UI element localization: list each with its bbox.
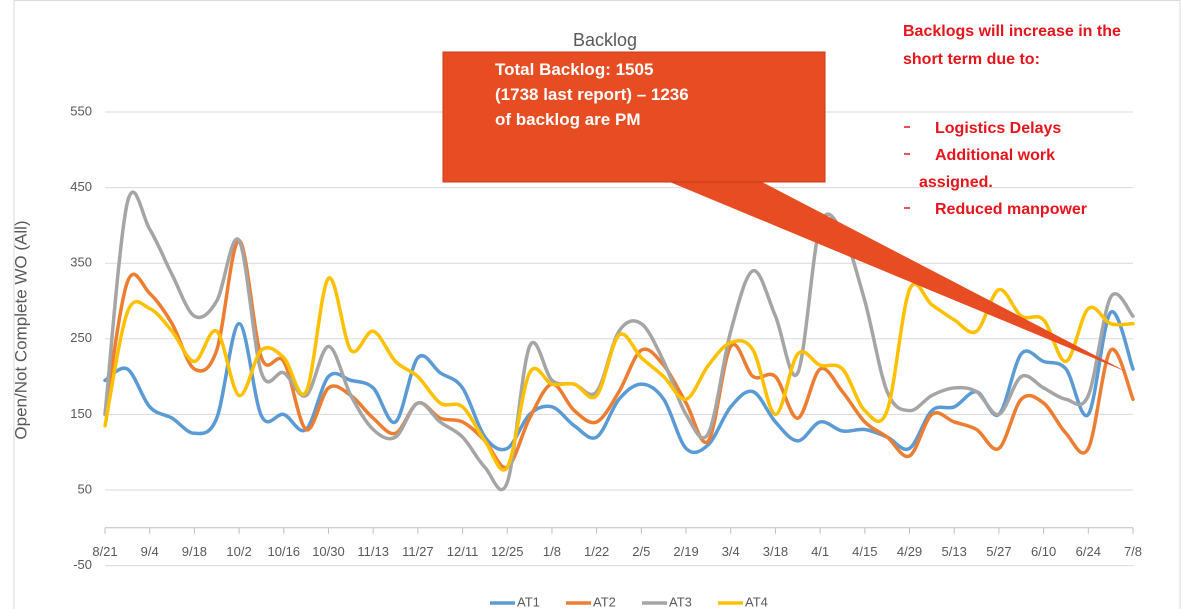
series-line bbox=[103, 238, 1135, 470]
callout-line: of backlog are PM bbox=[495, 110, 640, 129]
callout-pointer bbox=[665, 180, 1127, 372]
legend: AT1 AT2 AT3 AT4 bbox=[490, 594, 768, 609]
x-tick-label: 2/19 bbox=[673, 544, 698, 559]
x-tick-label: 3/18 bbox=[763, 544, 788, 559]
x-tick-label: 7/8 bbox=[1124, 544, 1142, 559]
plot-area: -50 50 150 250 350 450 550 8/21 9/4 9/18 10/2 10/16… bbox=[70, 103, 1142, 572]
series-line bbox=[103, 276, 1135, 472]
x-tick-label: 6/24 bbox=[1076, 544, 1101, 559]
legend-label: AT4 bbox=[745, 594, 768, 609]
x-tick-label: 12/25 bbox=[491, 544, 524, 559]
x-tick-label: 10/16 bbox=[268, 544, 301, 559]
note-item: Additional work bbox=[935, 147, 1055, 164]
x-tick-label: 12/11 bbox=[447, 544, 479, 559]
note-line: short term due to: bbox=[903, 51, 1040, 68]
x-tick-label: 9/18 bbox=[182, 544, 207, 559]
note-item: assigned. bbox=[919, 174, 993, 191]
x-tick-label: 5/13 bbox=[942, 544, 967, 559]
x-tick-label: 4/1 bbox=[811, 544, 829, 559]
y-tick-label: 450 bbox=[70, 179, 92, 194]
note-item: Reduced manpower bbox=[935, 201, 1087, 218]
legend-label: AT1 bbox=[517, 594, 540, 609]
note-line: Backlogs will increase in the bbox=[903, 23, 1121, 40]
x-tick-label: 11/27 bbox=[402, 544, 434, 559]
y-tick-label: 150 bbox=[70, 406, 92, 421]
callout-line: Total Backlog: 1505 bbox=[495, 60, 653, 79]
x-tick-label: 2/5 bbox=[632, 544, 650, 559]
x-tick-label: 10/2 bbox=[226, 544, 251, 559]
note-text: Backlogs will increase in the short term … bbox=[903, 23, 1121, 218]
x-tick-label: 9/4 bbox=[141, 544, 159, 559]
y-tick-label: 350 bbox=[70, 255, 92, 270]
callout-box bbox=[442, 51, 826, 183]
x-tick-label: 4/15 bbox=[852, 544, 877, 559]
x-tick-label: 4/29 bbox=[897, 544, 922, 559]
y-axis-label: Open/Not Complete WO (All) bbox=[11, 220, 30, 439]
series-line bbox=[103, 310, 1135, 455]
note-item: Logistics Delays bbox=[935, 120, 1061, 137]
y-tick-label: 50 bbox=[78, 481, 92, 496]
callout-line: (1738 last report) – 1236 bbox=[495, 85, 689, 104]
y-tick-label: 250 bbox=[70, 330, 92, 345]
x-tick-label: 1/22 bbox=[584, 544, 609, 559]
y-tick-label: -50 bbox=[73, 557, 92, 572]
y-tick-label: 550 bbox=[70, 103, 92, 118]
chart-title: Backlog bbox=[573, 30, 637, 50]
x-tick-label: 10/30 bbox=[312, 544, 345, 559]
callout-text: Total Backlog: 1505 (1738 last report) – … bbox=[495, 60, 689, 129]
legend-label: AT3 bbox=[669, 594, 692, 609]
x-tick-label: 8/21 bbox=[92, 544, 117, 559]
x-tick-label: 5/27 bbox=[986, 544, 1011, 559]
legend-label: AT2 bbox=[593, 594, 616, 609]
x-tick-label: 3/4 bbox=[722, 544, 740, 559]
x-tick-label: 11/13 bbox=[357, 544, 389, 559]
x-tick-label: 1/8 bbox=[543, 544, 561, 559]
x-tick-label: 6/10 bbox=[1031, 544, 1056, 559]
